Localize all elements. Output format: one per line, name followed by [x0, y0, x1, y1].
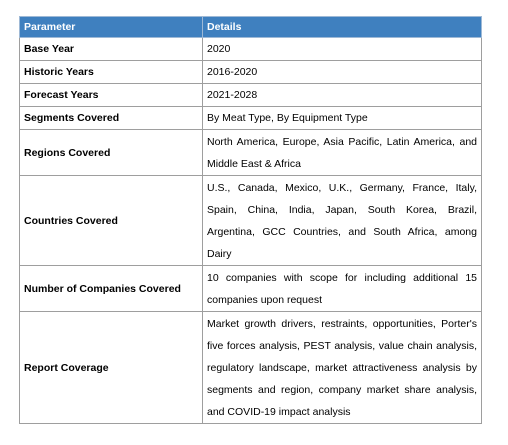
table-body: Base Year 2020 Historic Years 2016-2020 … [19, 37, 482, 424]
header-details: Details [202, 16, 482, 38]
header-parameter: Parameter [19, 16, 203, 38]
row-value: By Meat Type, By Equipment Type [202, 106, 482, 130]
report-scope-table-container: Parameter Details Base Year 2020 Histori… [19, 16, 482, 424]
row-value: North America, Europe, Asia Pacific, Lat… [202, 129, 482, 176]
row-label: Base Year [19, 37, 203, 61]
table-header: Parameter Details [19, 16, 482, 38]
row-value: U.S., Canada, Mexico, U.K., Germany, Fra… [202, 175, 482, 266]
row-label: Countries Covered [19, 175, 203, 266]
table-row-base-year: Base Year 2020 [19, 37, 482, 61]
row-label: Segments Covered [19, 106, 203, 130]
row-value: 2016-2020 [202, 60, 482, 84]
row-value: 10 companies with scope for including ad… [202, 265, 482, 312]
row-label: Forecast Years [19, 83, 203, 107]
row-value: 2021-2028 [202, 83, 482, 107]
table-row-report-coverage: Report Coverage Market growth drivers, r… [19, 311, 482, 424]
row-label: Report Coverage [19, 311, 203, 424]
row-label: Regions Covered [19, 129, 203, 176]
row-label: Historic Years [19, 60, 203, 84]
row-value: 2020 [202, 37, 482, 61]
header-row: Parameter Details [19, 16, 482, 38]
table-row-countries-covered: Countries Covered U.S., Canada, Mexico, … [19, 175, 482, 266]
table-row-segments-covered: Segments Covered By Meat Type, By Equipm… [19, 106, 482, 130]
table-row-companies-covered: Number of Companies Covered 10 companies… [19, 265, 482, 312]
row-value: Market growth drivers, restraints, oppor… [202, 311, 482, 424]
table-row-regions-covered: Regions Covered North America, Europe, A… [19, 129, 482, 176]
row-label: Number of Companies Covered [19, 265, 203, 312]
table-row-forecast-years: Forecast Years 2021-2028 [19, 83, 482, 107]
table-row-historic-years: Historic Years 2016-2020 [19, 60, 482, 84]
report-scope-table: Parameter Details Base Year 2020 Histori… [19, 16, 482, 424]
